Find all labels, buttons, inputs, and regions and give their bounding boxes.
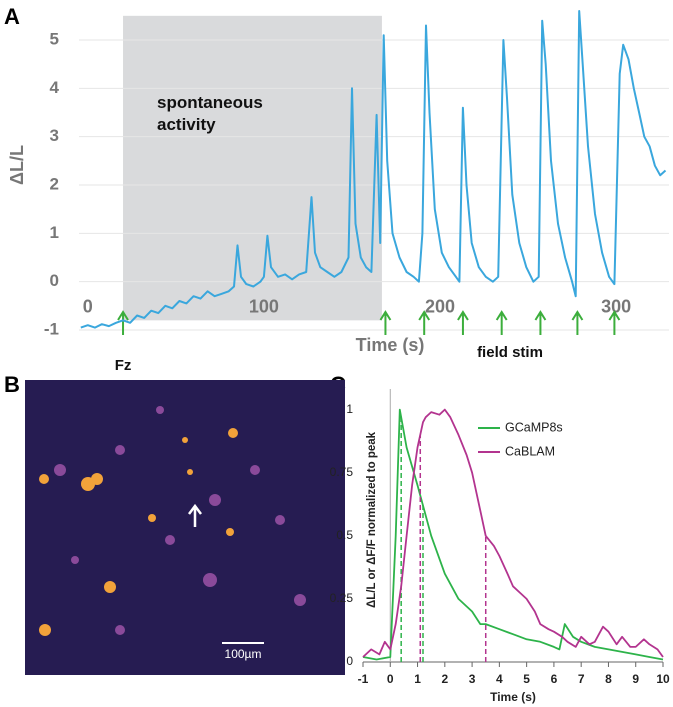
y-tick-label: -1 [44,319,59,338]
y-tick-label: 4 [50,78,60,97]
arrow-label: Fz [115,357,132,374]
x-tick-label: 8 [605,672,612,686]
x-tick-label: 5 [523,672,530,686]
cells [54,406,306,635]
x-tick-label: 100 [249,296,279,316]
y-tick-label: 1 [50,223,59,242]
y-tick-label: 2 [50,174,59,193]
arrow-label: field stim [477,344,543,361]
panel-label: A [4,4,20,29]
micrograph-background [25,380,345,675]
stim-arrow [495,310,508,335]
y-axis-label: ΔL/L or ΔF/F normalized to peak [366,431,378,608]
stim-arrow [608,310,621,335]
y-axis-label: ΔL/L [7,145,27,185]
series-line [362,408,664,661]
x-tick-label: 3 [469,672,476,686]
y-tick-label: 0.75 [330,465,354,479]
bright-cells [39,428,238,636]
x-tick-label: 6 [551,672,558,686]
y-tick-label: 0 [346,654,353,668]
stim-arrow [379,310,392,335]
x-tick-label: 1 [414,672,421,686]
panel-label: B [4,372,20,397]
x-tick-label: 10 [656,672,670,686]
stim-arrow [571,310,584,335]
x-axis-label: Time (s) [356,335,425,355]
x-tick-label: 0 [387,672,394,686]
micrograph: 100µm [25,380,345,675]
y-tick-label: 5 [50,29,59,48]
stim-arrow [117,310,129,335]
y-tick-label: 0 [50,271,59,290]
y-tick-label: 0.5 [336,528,353,542]
stim-arrow [534,310,547,335]
series-line [80,10,667,329]
x-tick-label: 9 [632,672,639,686]
scale-bar-label: 100µm [225,647,262,661]
x-tick-label: 0 [83,296,93,316]
shaded-region [123,15,382,321]
x-tick-label: 300 [601,296,631,316]
series-line [362,408,664,658]
arrow [188,503,202,527]
shaded-label: spontaneous activity [157,93,263,134]
y-tick-label: 3 [50,126,59,145]
x-tick-label: 7 [578,672,585,686]
x-tick-label: 200 [425,296,455,316]
x-tick-label: -1 [358,672,369,686]
stim-arrow [418,310,431,335]
y-tick-label: 1 [346,402,353,416]
stim-arrow [457,310,469,335]
legend-label: GCaMP8s [505,420,563,434]
x-tick-label: 2 [441,672,448,686]
x-axis-label: Time (s) [490,690,536,704]
legend-label: CaBLAM [505,444,555,458]
y-tick-label: 0.25 [330,591,354,605]
x-tick-label: 4 [496,672,503,686]
